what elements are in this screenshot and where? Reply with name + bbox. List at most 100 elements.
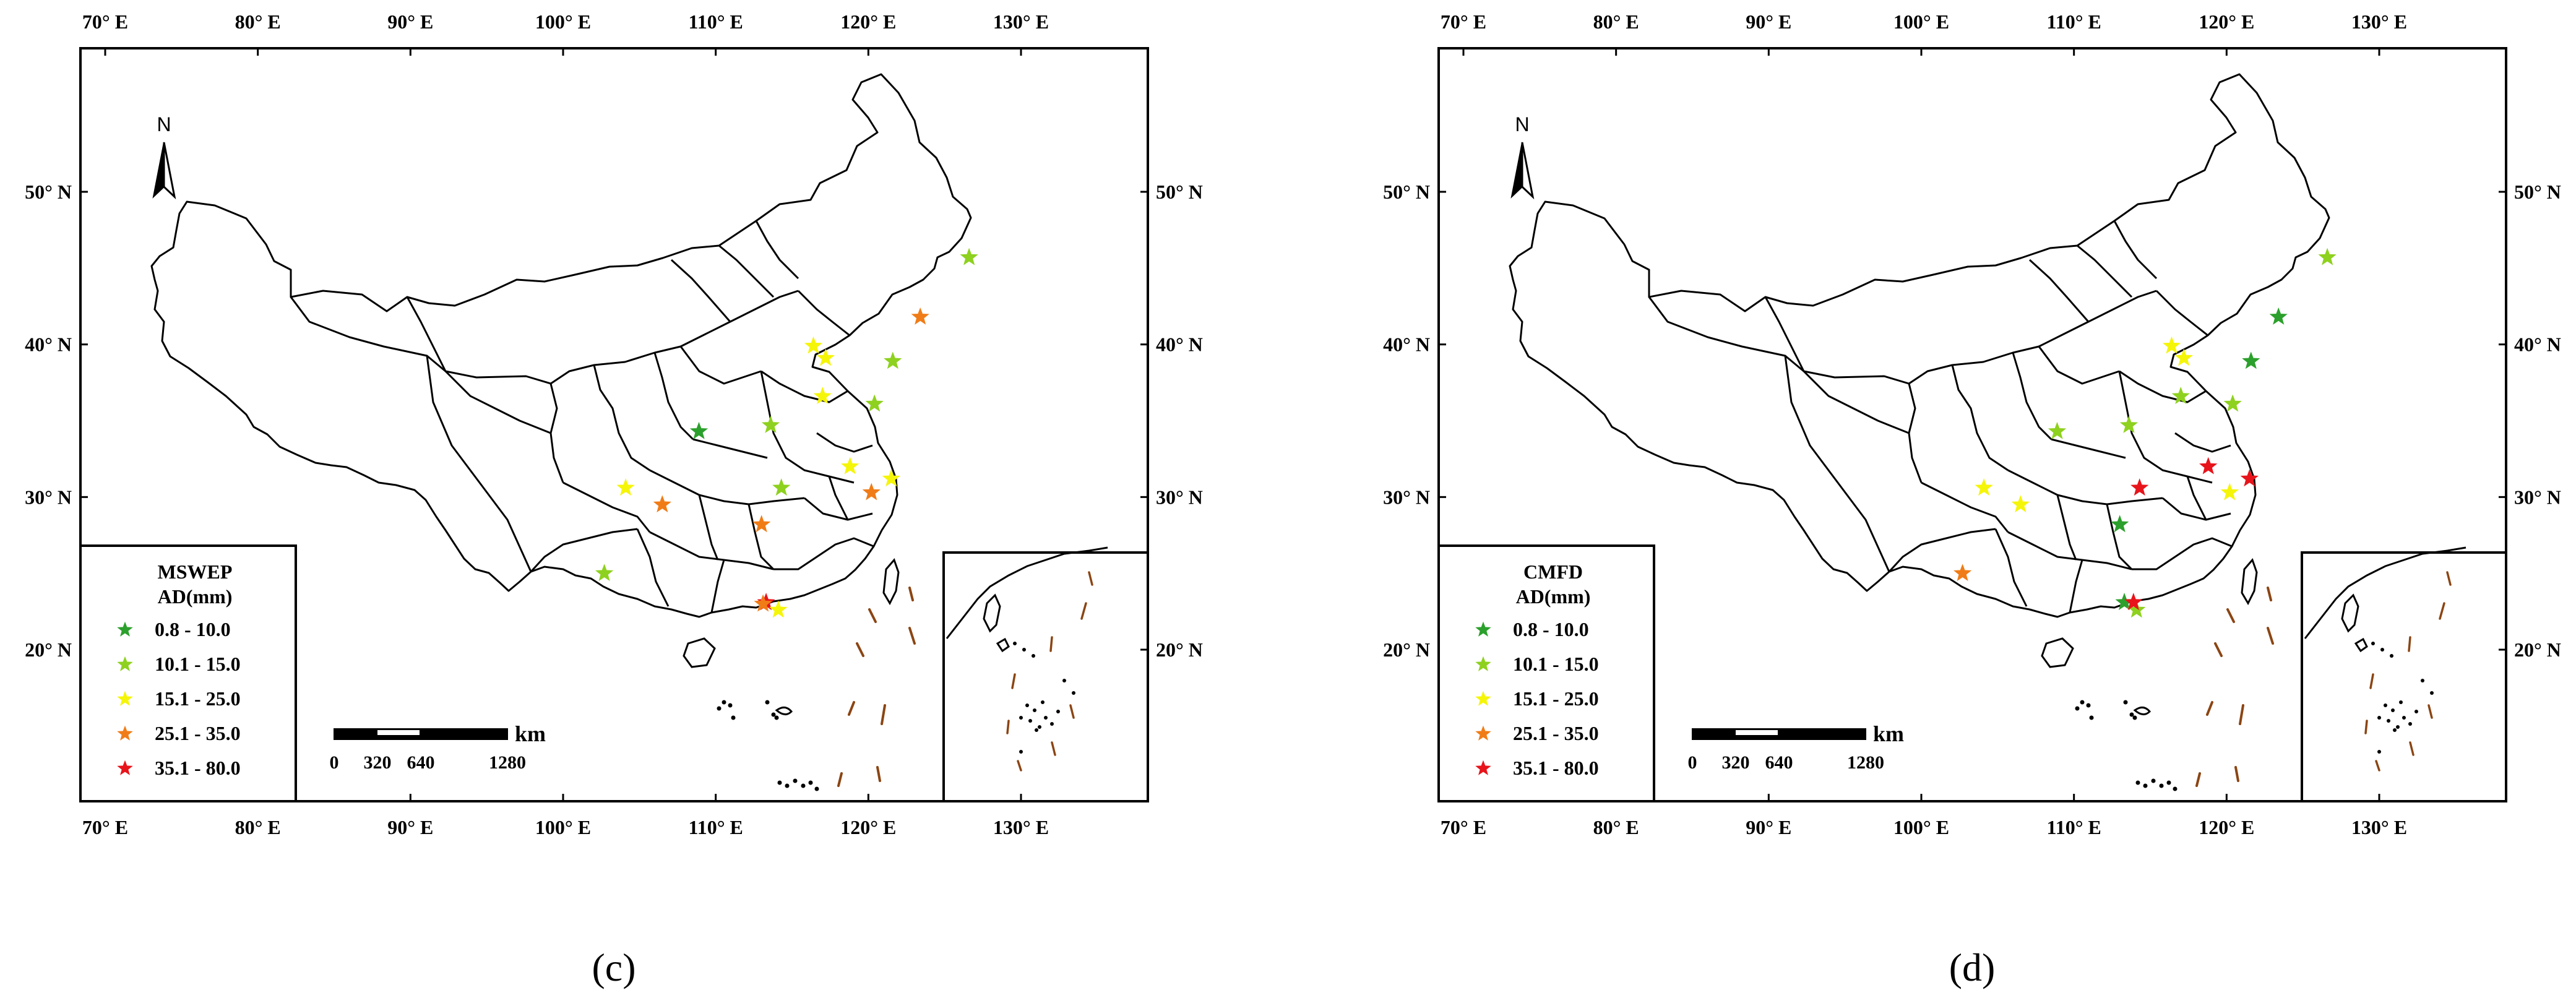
top-lon-tick-label: 100° E bbox=[535, 11, 591, 33]
station-star-marker bbox=[2048, 421, 2067, 439]
legend-star-icon bbox=[1475, 621, 1491, 637]
top-lon-tick-label: 80° E bbox=[235, 11, 281, 33]
hainan-outline bbox=[683, 637, 716, 668]
bottom-lon-tick-label: 130° E bbox=[2351, 816, 2407, 838]
north-label: N bbox=[1515, 113, 1529, 136]
province-boundary bbox=[649, 469, 805, 505]
province-boundary bbox=[698, 494, 719, 561]
inset-dash-segment bbox=[2427, 704, 2433, 719]
nine-dash-line-segment bbox=[2195, 772, 2201, 787]
legend-class-label: 25.1 - 35.0 bbox=[1513, 722, 1599, 744]
scale-bar-label: 1280 bbox=[489, 752, 526, 773]
island-dot bbox=[2075, 706, 2080, 711]
station-star-marker bbox=[911, 307, 929, 325]
inset-island-dot bbox=[2380, 648, 2384, 652]
inset-island-dot bbox=[1033, 708, 1036, 712]
province-boundary bbox=[2056, 494, 2077, 561]
right-lat-tick-label: 40° N bbox=[2514, 333, 2561, 356]
island-dot bbox=[2129, 712, 2134, 717]
top-lon-tick-label: 120° E bbox=[840, 11, 896, 33]
inset-island-dot bbox=[1019, 716, 1023, 720]
legend-star-icon bbox=[117, 725, 133, 741]
top-lon-tick-label: 120° E bbox=[2199, 11, 2254, 33]
province-boundary bbox=[2007, 531, 2132, 570]
station-star-marker bbox=[882, 469, 900, 487]
inset-island-dot bbox=[2393, 728, 2397, 732]
station-star-marker bbox=[960, 247, 978, 265]
inset-dash-segment bbox=[2439, 602, 2445, 620]
hainan-outline bbox=[2041, 637, 2074, 668]
inset-taiwan bbox=[2341, 593, 2359, 633]
bottom-lon-tick-label: 100° E bbox=[535, 816, 591, 838]
province-boundary bbox=[2186, 476, 2207, 520]
taiwan-outline bbox=[2241, 558, 2258, 606]
station-star-marker bbox=[1953, 564, 1972, 582]
bottom-lon-tick-label: 120° E bbox=[2199, 816, 2254, 838]
left-lat-tick-label: 50° N bbox=[1383, 181, 1430, 203]
station-star-marker bbox=[841, 457, 859, 475]
province-boundary bbox=[2113, 220, 2158, 280]
inset-island-dot bbox=[2399, 700, 2403, 704]
north-label: N bbox=[157, 113, 171, 136]
province-boundary bbox=[2038, 346, 2120, 385]
scale-bar-segment-white bbox=[377, 730, 420, 735]
station-star-marker bbox=[2269, 307, 2288, 325]
top-lon-tick-label: 90° E bbox=[387, 11, 433, 33]
legend-star-icon bbox=[1475, 725, 1491, 741]
province-boundary bbox=[1908, 383, 1923, 483]
inset-island-dot bbox=[1019, 750, 1023, 754]
scale-bar: 0 320 640 1280 km bbox=[1688, 721, 1905, 773]
inset-dash-segment bbox=[1051, 741, 1056, 756]
province-boundary bbox=[636, 528, 670, 607]
bottom-lon-tick-label: 110° E bbox=[2046, 816, 2101, 838]
station-star-marker bbox=[595, 564, 614, 582]
inset-dash-segment bbox=[2409, 741, 2414, 756]
island-dot bbox=[2143, 783, 2148, 788]
legend-title-line: CMFD bbox=[1523, 561, 1583, 583]
bottom-lon-tick-label: 130° E bbox=[993, 816, 1049, 838]
inset-frame bbox=[942, 551, 1149, 802]
inset-island-dot bbox=[2408, 722, 2412, 726]
reef-outline bbox=[2133, 707, 2152, 715]
inset-hainan bbox=[2354, 637, 2368, 653]
left-lat-tick-label: 40° N bbox=[25, 333, 72, 356]
legend-class-label: 15.1 - 25.0 bbox=[155, 687, 241, 710]
bottom-lon-tick-label: 80° E bbox=[1593, 816, 1639, 838]
legend-class-label: 35.1 - 80.0 bbox=[1513, 757, 1599, 779]
right-lat-tick-label: 30° N bbox=[1156, 486, 1203, 508]
province-boundary bbox=[1888, 528, 1996, 573]
station-star-marker bbox=[2124, 593, 2143, 611]
inset-island-dot bbox=[2377, 716, 2381, 720]
legend-class-label: 10.1 - 15.0 bbox=[155, 653, 241, 675]
inset-dash-segment bbox=[2408, 636, 2411, 652]
province-boundary bbox=[1994, 528, 2028, 607]
province-boundary bbox=[530, 528, 638, 573]
inset-island-dot bbox=[2390, 654, 2393, 658]
island-dot bbox=[2080, 700, 2085, 705]
inset-dash-segment bbox=[1011, 673, 1016, 689]
island-dot bbox=[731, 715, 736, 720]
province-boundary bbox=[679, 346, 762, 385]
province-boundary bbox=[804, 497, 873, 521]
left-lat-tick-label: 20° N bbox=[1383, 639, 1430, 661]
province-boundary bbox=[670, 259, 731, 322]
left-lat-tick-label: 20° N bbox=[25, 639, 72, 661]
province-boundary bbox=[2119, 370, 2207, 403]
scale-bar-label: 0 bbox=[1688, 752, 1697, 773]
north-arrow-right-half bbox=[163, 142, 176, 200]
legend-star-icon bbox=[1475, 656, 1491, 671]
island-dot bbox=[2132, 715, 2137, 720]
province-boundary bbox=[649, 531, 774, 570]
inset-island-dot bbox=[2371, 642, 2375, 645]
inset-dash-segment bbox=[2369, 673, 2374, 689]
island-dot bbox=[2086, 703, 2091, 708]
station-star-marker bbox=[653, 495, 671, 513]
province-boundary bbox=[797, 290, 850, 337]
panel-caption: (c) bbox=[592, 945, 635, 989]
province-boundary bbox=[816, 432, 873, 453]
legend-star-icon bbox=[117, 690, 133, 706]
province-boundary bbox=[760, 370, 848, 403]
scale-bar-label: 320 bbox=[1722, 752, 1750, 773]
island-dot bbox=[777, 780, 782, 785]
inset-island-dot bbox=[1025, 703, 1029, 707]
